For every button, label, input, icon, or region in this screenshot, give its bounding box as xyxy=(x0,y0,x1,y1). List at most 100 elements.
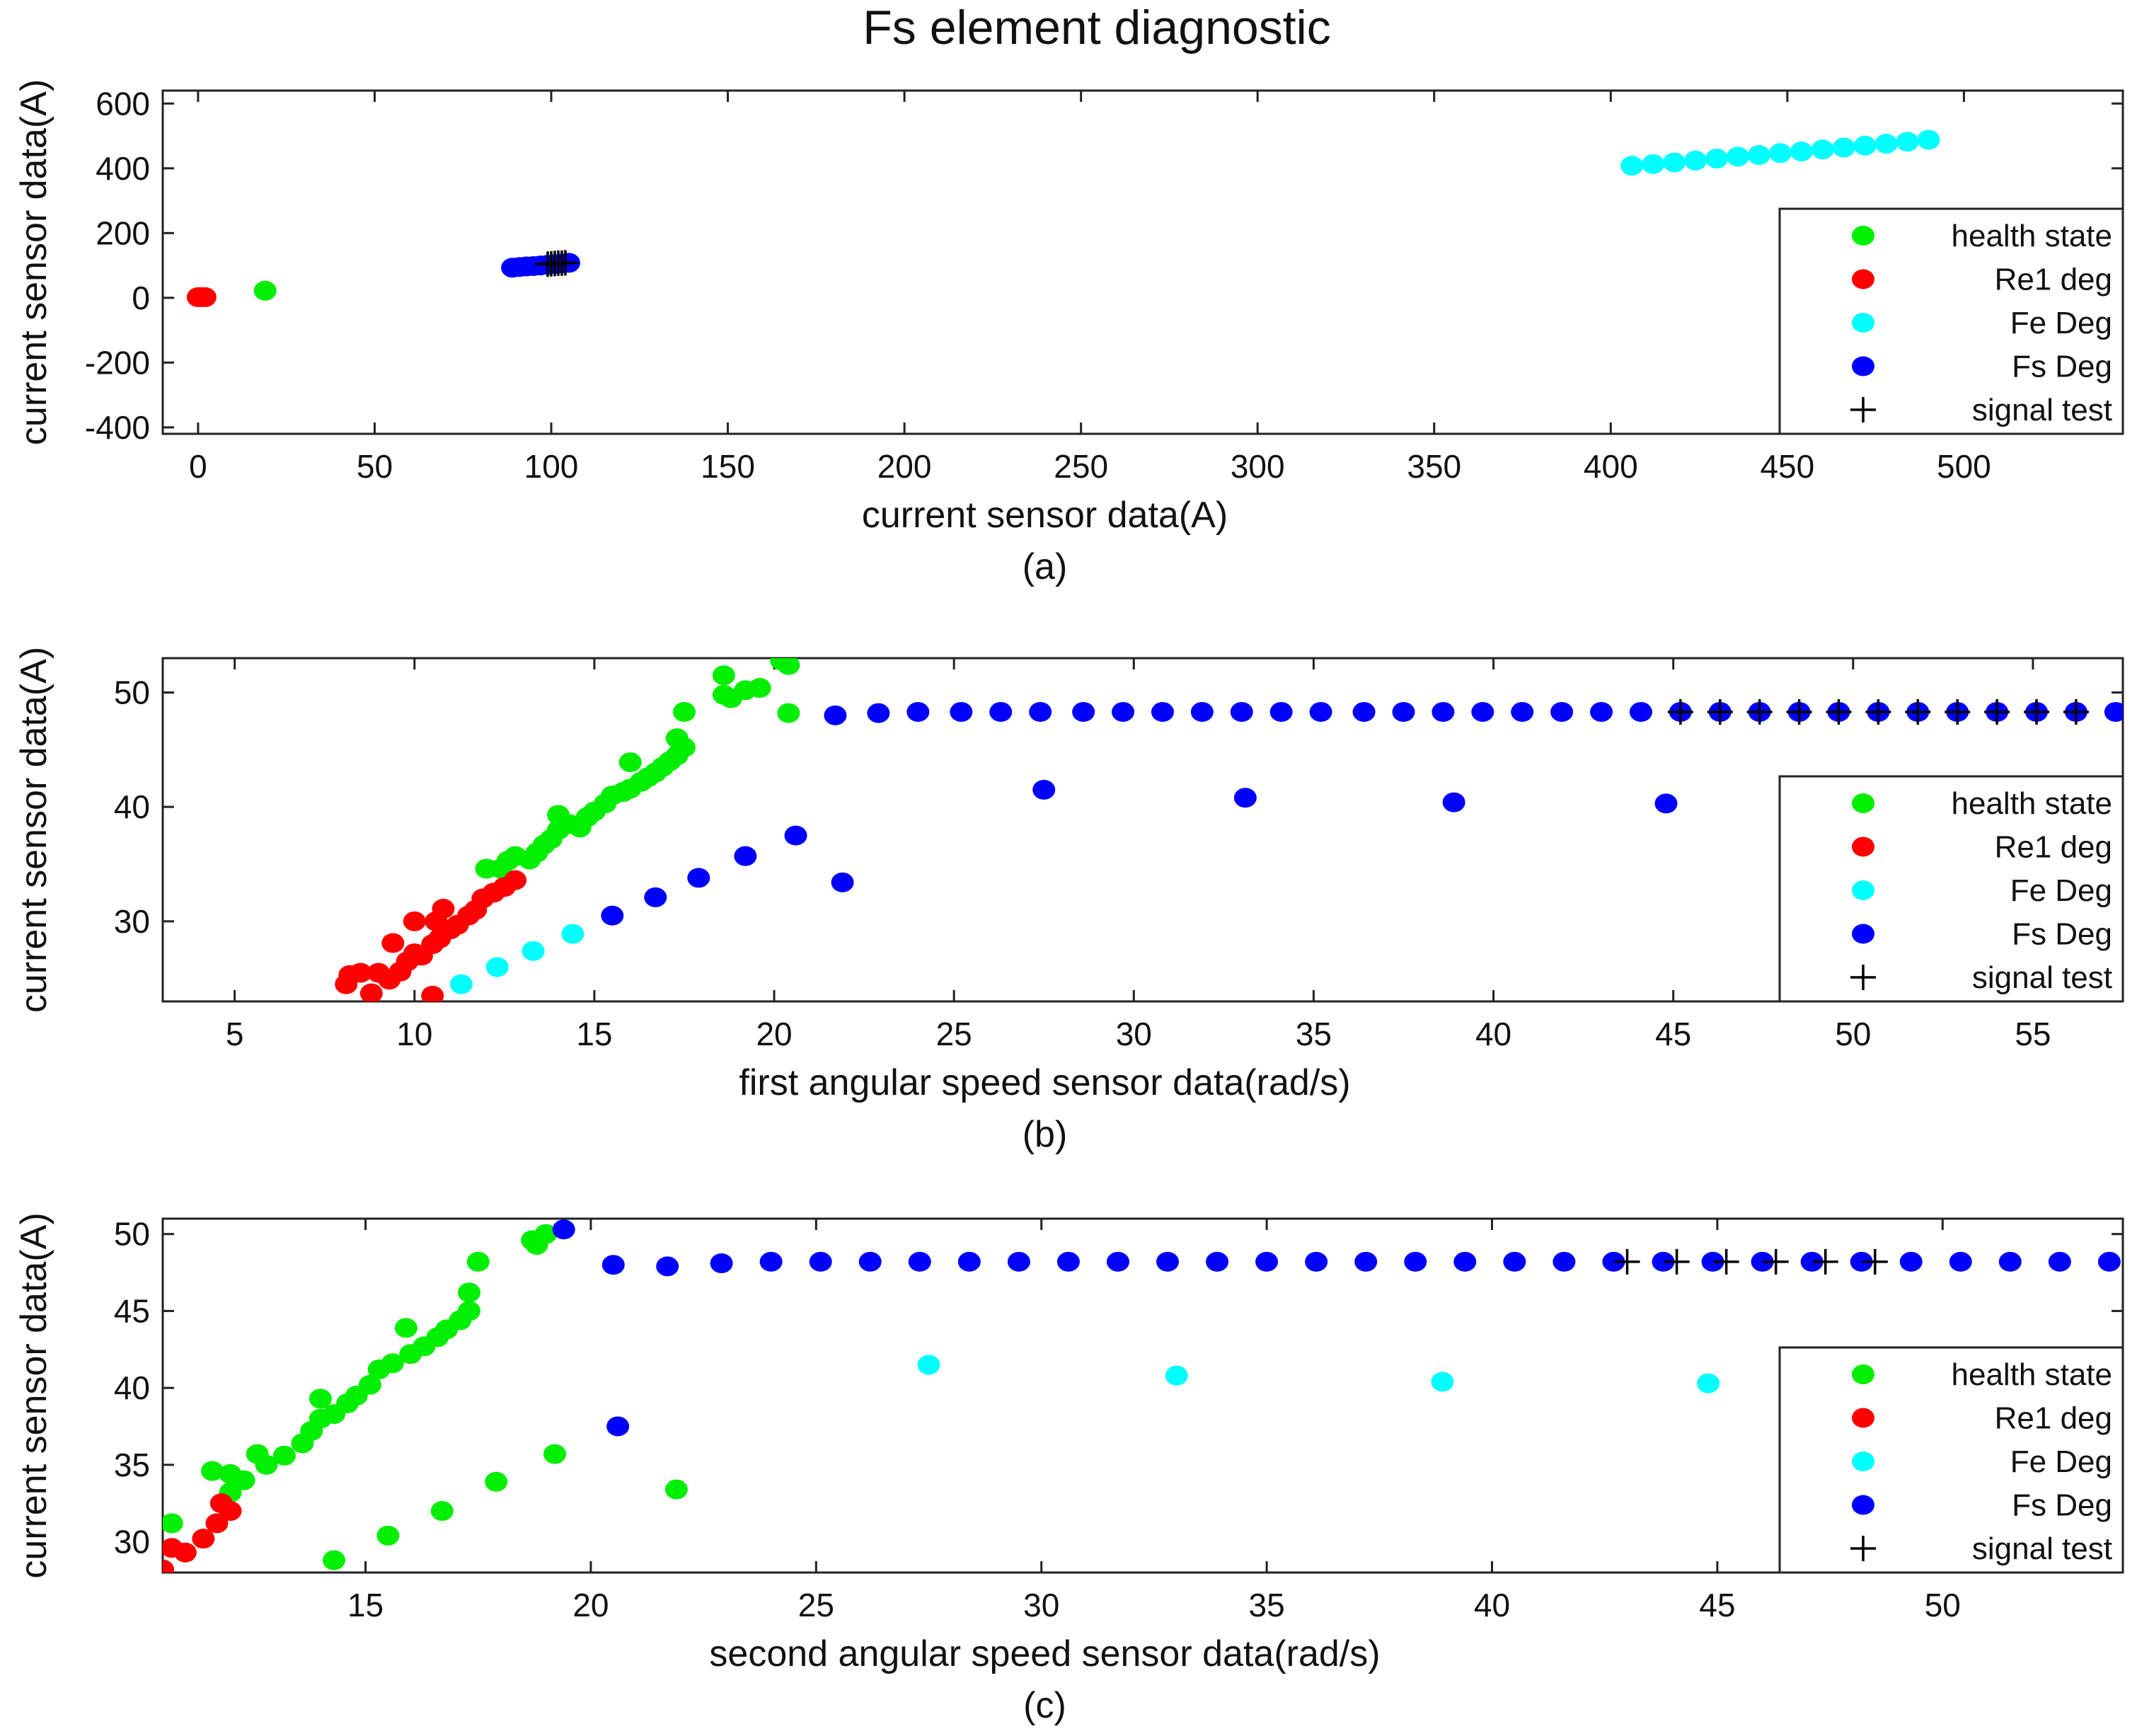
point-fs-deg xyxy=(656,1256,679,1277)
legend: health state Re1 deg Fe Deg Fs Deg signal te… xyxy=(1778,775,2124,1003)
point-signal-test xyxy=(552,250,578,276)
point-signal-test xyxy=(1984,699,2010,725)
point-health-state xyxy=(534,1224,558,1244)
point-fe-deg xyxy=(1896,132,1919,152)
point-fs-deg xyxy=(1432,701,1455,722)
point-fe-deg xyxy=(485,957,509,977)
x-tick-label: 45 xyxy=(1655,1016,1691,1052)
x-tick-label: 350 xyxy=(1407,448,1461,485)
x-tick-label: 15 xyxy=(576,1016,612,1052)
data-points xyxy=(186,130,1940,307)
legend-marker-fs-deg xyxy=(1852,924,1874,944)
point-signal-test xyxy=(1905,699,1931,725)
y-tick-label: 0 xyxy=(132,280,150,316)
point-fs-deg xyxy=(1206,1251,1229,1272)
chart-panel-3: 15 20 25 30 35 40 45 50 30 35 40 45 50 second angular… xyxy=(13,1212,2124,1726)
legend-marker-health-state xyxy=(1852,226,1874,246)
point-fs-deg xyxy=(1553,1251,1576,1272)
panel-caption: (a) xyxy=(1023,546,1068,587)
point-fs-deg xyxy=(1629,701,1652,722)
point-health-state xyxy=(618,752,642,773)
point-fe-deg xyxy=(1165,1365,1188,1386)
y-tick-label: 35 xyxy=(114,1447,150,1483)
point-fs-deg xyxy=(1112,701,1135,722)
point-fs-deg xyxy=(1230,701,1253,722)
point-fe-deg xyxy=(522,941,545,961)
point-fs-deg xyxy=(784,825,807,846)
point-fs-deg xyxy=(1032,779,1056,800)
point-re1-deg xyxy=(163,1559,174,1573)
point-signal-test xyxy=(1812,1248,1838,1275)
point-fe-deg xyxy=(1642,154,1665,174)
data-points xyxy=(335,658,2123,1001)
point-signal-test xyxy=(2024,699,2050,725)
point-fs-deg xyxy=(1503,1251,1526,1272)
point-fs-deg xyxy=(831,872,854,892)
x-tick-label: 30 xyxy=(1116,1016,1152,1052)
x-tick-label: 450 xyxy=(1760,448,1814,485)
legend-label-fs-deg: Fs Deg xyxy=(2012,1488,2112,1523)
point-re1-deg xyxy=(219,1501,242,1522)
y-tick-label: 400 xyxy=(96,150,150,187)
point-fs-deg xyxy=(1309,701,1332,722)
point-fs-deg xyxy=(906,701,930,722)
point-signal-test xyxy=(1614,1248,1640,1275)
point-fs-deg xyxy=(1949,1251,1972,1272)
point-fs-deg xyxy=(957,1251,981,1272)
point-fs-deg xyxy=(1471,701,1494,722)
point-re1-deg xyxy=(192,1529,215,1549)
point-health-state xyxy=(777,658,800,675)
point-health-state xyxy=(201,1461,224,1481)
point-signal-test xyxy=(1826,699,1852,725)
legend-marker-fe-deg xyxy=(1852,1452,1874,1471)
point-fs-deg xyxy=(1072,701,1095,722)
point-fs-deg xyxy=(1352,701,1376,722)
point-health-state xyxy=(430,1501,454,1522)
point-fs-deg xyxy=(1269,701,1293,722)
point-fs-deg xyxy=(824,705,847,725)
point-fs-deg xyxy=(1511,701,1534,722)
x-tick-label: 500 xyxy=(1937,448,1991,485)
legend-label-fs-deg: Fs Deg xyxy=(2012,350,2112,384)
point-fs-deg xyxy=(601,1255,625,1275)
x-tick-label: 15 xyxy=(347,1587,384,1623)
point-re1-deg xyxy=(349,962,372,983)
x-tick-label: 250 xyxy=(1054,448,1108,485)
point-fs-deg xyxy=(1354,1251,1378,1272)
chart-panel-2: 5 10 15 20 25 30 35 40 45 50 55 30 40 50 first angular… xyxy=(13,647,2124,1155)
point-health-state xyxy=(309,1389,332,1409)
point-fe-deg xyxy=(1811,139,1834,160)
x-tick-label: 20 xyxy=(572,1587,609,1623)
x-tick-label: 25 xyxy=(798,1587,834,1623)
point-fs-deg xyxy=(1550,701,1574,722)
panel-caption: (c) xyxy=(1023,1685,1066,1726)
legend-label-re1-deg: Re1 deg xyxy=(1995,263,2112,297)
point-signal-test xyxy=(2063,699,2089,725)
y-tick-label: 200 xyxy=(96,214,150,251)
x-tick-label: 20 xyxy=(756,1016,792,1052)
point-re1-deg xyxy=(381,933,405,953)
y-tick-label: -200 xyxy=(85,344,150,381)
x-tick-label: 400 xyxy=(1584,448,1638,485)
point-fs-deg xyxy=(1899,1251,1923,1272)
point-fs-deg xyxy=(1654,793,1678,814)
legend-marker-signal-test xyxy=(1850,1536,1876,1561)
y-tick-label: 50 xyxy=(114,674,150,711)
point-fs-deg xyxy=(1029,701,1052,722)
legend-label-fe-deg: Fe Deg xyxy=(2010,1444,2112,1479)
point-fe-deg xyxy=(1726,146,1749,167)
point-fe-deg xyxy=(1853,135,1877,156)
point-health-state xyxy=(466,1251,490,1272)
legend-marker-health-state xyxy=(1852,793,1874,813)
point-fs-deg xyxy=(644,887,667,907)
point-signal-test xyxy=(1746,699,1773,725)
point-fs-deg xyxy=(2104,701,2123,722)
point-fs-deg xyxy=(1602,1251,1625,1272)
point-health-state xyxy=(358,1374,381,1395)
x-tick-label: 10 xyxy=(396,1016,432,1052)
point-fe-deg xyxy=(1620,156,1644,176)
x-tick-label: 50 xyxy=(357,448,393,485)
point-health-state xyxy=(777,703,800,723)
point-fs-deg xyxy=(1151,701,1174,722)
point-health-state xyxy=(712,665,735,686)
